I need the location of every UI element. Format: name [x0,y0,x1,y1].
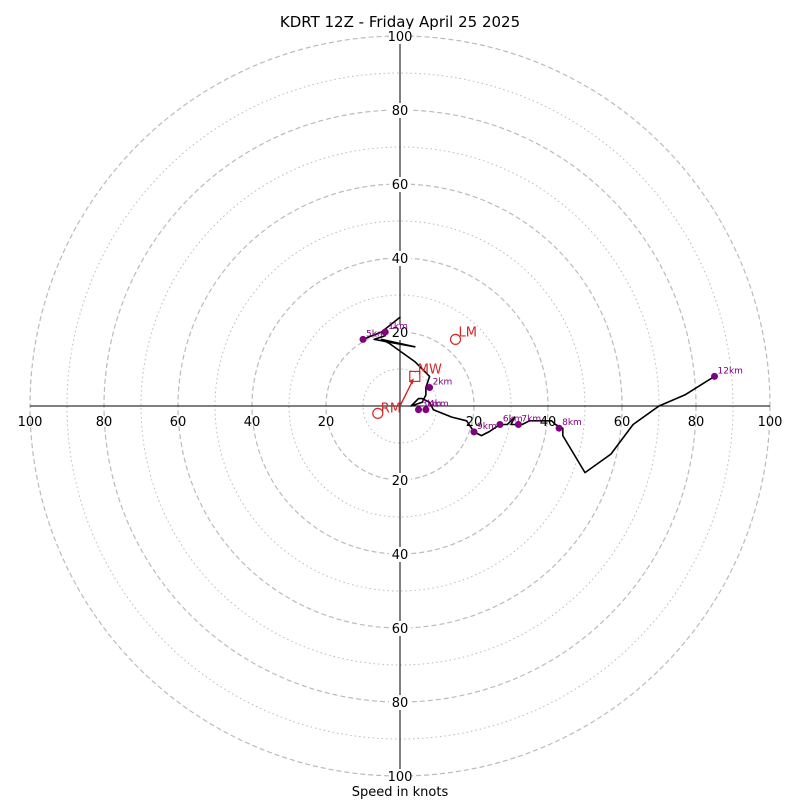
mw-marker [409,370,421,382]
tick-bottom-bg-20 [389,473,411,488]
tick-bottom-bg-60 [389,621,411,636]
tick-top-60: 60 [392,178,409,193]
rm-marker [372,407,384,419]
tick-left-80: 80 [96,415,113,430]
height-label-3km: 3km [422,400,442,410]
mw-label: MW [418,362,442,377]
tick-right-60: 60 [614,415,631,430]
height-label-9km: 9km [477,422,497,432]
height-marker-9km [470,428,478,436]
tick-bottom-80: 80 [392,696,409,711]
chart-title: KDRT 12Z - Friday April 25 2025 [280,13,520,31]
height-marker-12km [711,372,718,380]
rm-label: RM [381,401,401,416]
height-marker-3km [415,406,422,414]
tick-left-100: 100 [18,415,43,430]
height-label-4km: 4km [429,400,449,410]
x-axis-label: Speed in knots [352,785,449,800]
tick-bottom-100: 100 [388,770,413,785]
height-marker-8km [555,424,563,432]
tick-top-80: 80 [392,104,409,119]
hodograph-trace [362,316,715,474]
height-marker-5km [359,335,367,343]
tick-top-100: 100 [388,30,413,45]
height-label-12km: 12km [718,366,743,376]
tick-right-100: 100 [758,415,783,430]
tick-top-bg-100 [389,29,411,44]
storm-motion-markers: MW LM RM [372,325,477,419]
lm-marker [449,333,462,345]
height-marker-6km [496,421,504,428]
tick-bottom-bg-100 [389,769,411,784]
tick-left-60: 60 [170,415,187,430]
tick-top-bg-60 [389,177,411,192]
storm-motion-arrow [399,380,414,407]
tick-bottom-bg-80 [389,695,411,710]
height-label-1km: 1km [388,322,408,332]
height-marker-7km [514,421,522,428]
tick-top-bg-20 [389,325,411,340]
tick-right-80: 80 [688,415,705,430]
tick-left-40: 40 [244,415,261,430]
height-marker-1km [381,328,389,336]
hodograph-trace-group [362,316,715,474]
height-marker-2km [426,384,434,391]
tick-top-bg-40 [389,251,411,266]
tick-left-20: 20 [318,415,335,430]
height-label-5km: 5km [366,329,386,339]
height-label-7km: 7km [521,415,541,425]
tick-top-20: 20 [392,326,409,341]
tick-top-40: 40 [392,252,409,267]
tick-right-40: 40 [540,415,557,430]
height-label-2km: 2km [433,378,453,388]
tick-bottom-40: 40 [392,548,409,563]
tick-bottom-bg-40 [389,547,411,562]
height-marker-4km [422,406,430,414]
tick-bottom-60: 60 [392,622,409,637]
height-label-8km: 8km [562,418,582,428]
height-label-6km: 6km [503,415,523,425]
lm-label: LM [459,325,477,340]
tick-top-bg-80 [389,103,411,118]
tick-bottom-20: 20 [392,474,409,489]
